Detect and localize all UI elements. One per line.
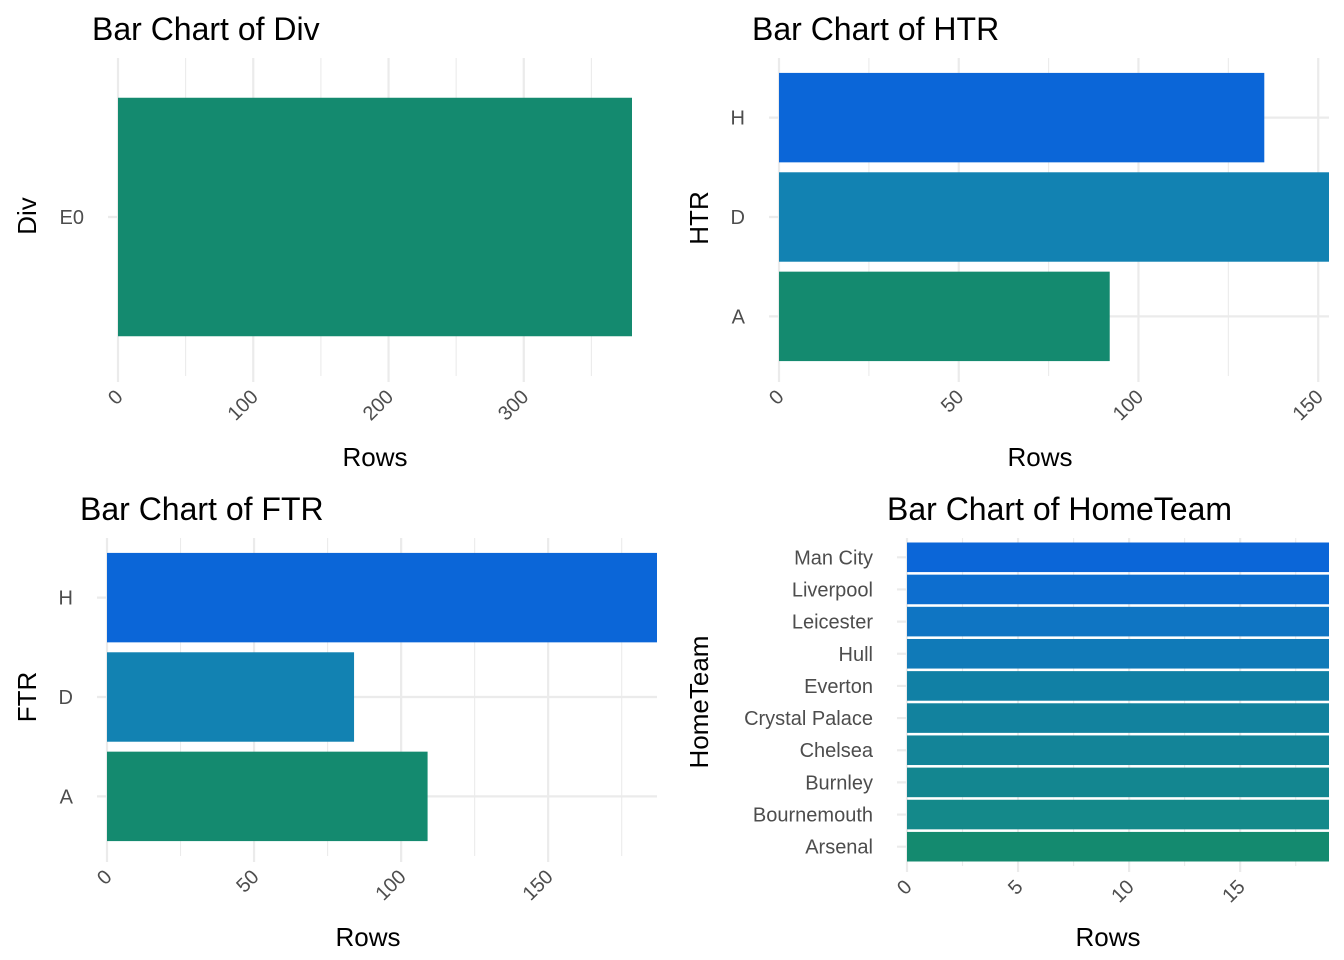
x-tick-label: 150 bbox=[519, 866, 558, 905]
chart-title: Bar Chart of HomeTeam bbox=[887, 491, 1232, 527]
x-tick-labels: 0 50 100 150 bbox=[93, 866, 558, 905]
x-tick-label: 50 bbox=[937, 386, 968, 417]
x-tick-label: 150 bbox=[1289, 386, 1328, 425]
y-tick-label: Everton bbox=[804, 676, 873, 698]
y-axis-title: HomeTeam bbox=[684, 636, 714, 769]
y-tick-label: Hull bbox=[839, 644, 873, 666]
bar-leicester[interactable] bbox=[907, 606, 1329, 637]
x-tick-label: 10 bbox=[1107, 876, 1138, 907]
y-tick-label: Liverpool bbox=[792, 579, 873, 601]
bars bbox=[907, 542, 1329, 862]
y-tick-label: Burnley bbox=[805, 772, 873, 794]
y-tick-labels: E0 bbox=[60, 207, 84, 229]
y-tick-label: A bbox=[60, 786, 74, 808]
chart-title: Bar Chart of FTR bbox=[80, 491, 324, 527]
x-tick-label: 0 bbox=[93, 866, 116, 889]
chart-title: Bar Chart of HTR bbox=[752, 11, 999, 47]
y-tick-label: Chelsea bbox=[800, 740, 874, 762]
x-axis-title: Rows bbox=[342, 442, 407, 472]
x-axis-title: Rows bbox=[335, 922, 400, 952]
bar-e0[interactable] bbox=[118, 97, 632, 337]
chart-panel-4: Arsenal Bournemouth Burnley Chelsea Crystal … bbox=[684, 491, 1329, 952]
x-tick-label: 300 bbox=[494, 386, 533, 425]
y-tick-label: Arsenal bbox=[805, 837, 873, 859]
chart-panel-2: A D H 0 50 100 150 Bar Chart of HTR Rows HTR bbox=[684, 11, 1329, 472]
y-tick-label: Crystal Palace bbox=[744, 708, 873, 730]
bar-liverpool[interactable] bbox=[907, 574, 1329, 605]
bar-a[interactable] bbox=[779, 271, 1110, 362]
x-tick-labels: 0 5 10 15 bbox=[893, 876, 1250, 907]
y-tick-label: Bournemouth bbox=[753, 805, 873, 827]
x-tick-label: 0 bbox=[104, 386, 127, 409]
y-tick-label: D bbox=[59, 687, 73, 709]
bar-a[interactable] bbox=[107, 751, 428, 842]
y-tick-label: Leicester bbox=[792, 612, 873, 634]
bar-burnley[interactable] bbox=[907, 767, 1329, 798]
y-tick-label: D bbox=[731, 207, 745, 229]
bar-arsenal[interactable] bbox=[907, 831, 1329, 862]
chart-panel-1: E0 0 100 200 300 Bar Chart of Div Rows Div bbox=[12, 11, 632, 472]
chart-title: Bar Chart of Div bbox=[92, 11, 320, 47]
x-axis-title: Rows bbox=[1007, 442, 1072, 472]
bars bbox=[118, 97, 632, 337]
y-tick-labels: Arsenal Bournemouth Burnley Chelsea Crystal … bbox=[744, 547, 874, 858]
bar-d[interactable] bbox=[107, 652, 355, 742]
x-tick-label: 0 bbox=[765, 386, 788, 409]
bar-man-city[interactable] bbox=[907, 542, 1329, 573]
x-tick-label: 100 bbox=[371, 866, 410, 905]
chart-panel-3: A D H 0 50 100 150 Bar Chart of FTR Rows FTR bbox=[12, 491, 657, 952]
x-tick-label: 0 bbox=[893, 876, 916, 899]
x-tick-label: 15 bbox=[1218, 876, 1249, 907]
y-axis-title: HTR bbox=[684, 191, 714, 244]
bar-h[interactable] bbox=[779, 72, 1265, 163]
y-tick-label: E0 bbox=[60, 207, 84, 229]
x-tick-label: 100 bbox=[1109, 386, 1148, 425]
y-tick-labels: A D H bbox=[59, 588, 74, 809]
x-axis-title: Rows bbox=[1075, 922, 1140, 952]
x-tick-label: 100 bbox=[224, 386, 263, 425]
x-tick-labels: 0 100 200 300 bbox=[104, 386, 533, 425]
x-tick-labels: 0 50 100 150 bbox=[765, 386, 1328, 425]
y-tick-label: A bbox=[732, 306, 746, 328]
bar-crystal-palace[interactable] bbox=[907, 703, 1329, 733]
y-axis-title: Div bbox=[12, 197, 42, 235]
y-tick-label: H bbox=[731, 108, 745, 130]
bar-d[interactable] bbox=[779, 172, 1329, 262]
x-tick-label: 50 bbox=[232, 866, 263, 897]
bar-hull[interactable] bbox=[907, 638, 1329, 669]
y-tick-label: H bbox=[59, 588, 73, 610]
bar-everton[interactable] bbox=[907, 671, 1329, 701]
bars bbox=[107, 552, 657, 842]
bar-chelsea[interactable] bbox=[907, 735, 1329, 766]
bar-bournemouth[interactable] bbox=[907, 799, 1329, 830]
y-tick-label: Man City bbox=[794, 547, 873, 569]
x-tick-label: 200 bbox=[359, 386, 398, 425]
bars bbox=[779, 72, 1329, 362]
y-axis-title: FTR bbox=[12, 672, 42, 723]
x-tick-label: 5 bbox=[1004, 876, 1027, 899]
y-tick-labels: A D H bbox=[731, 108, 746, 329]
bar-h[interactable] bbox=[107, 552, 657, 643]
